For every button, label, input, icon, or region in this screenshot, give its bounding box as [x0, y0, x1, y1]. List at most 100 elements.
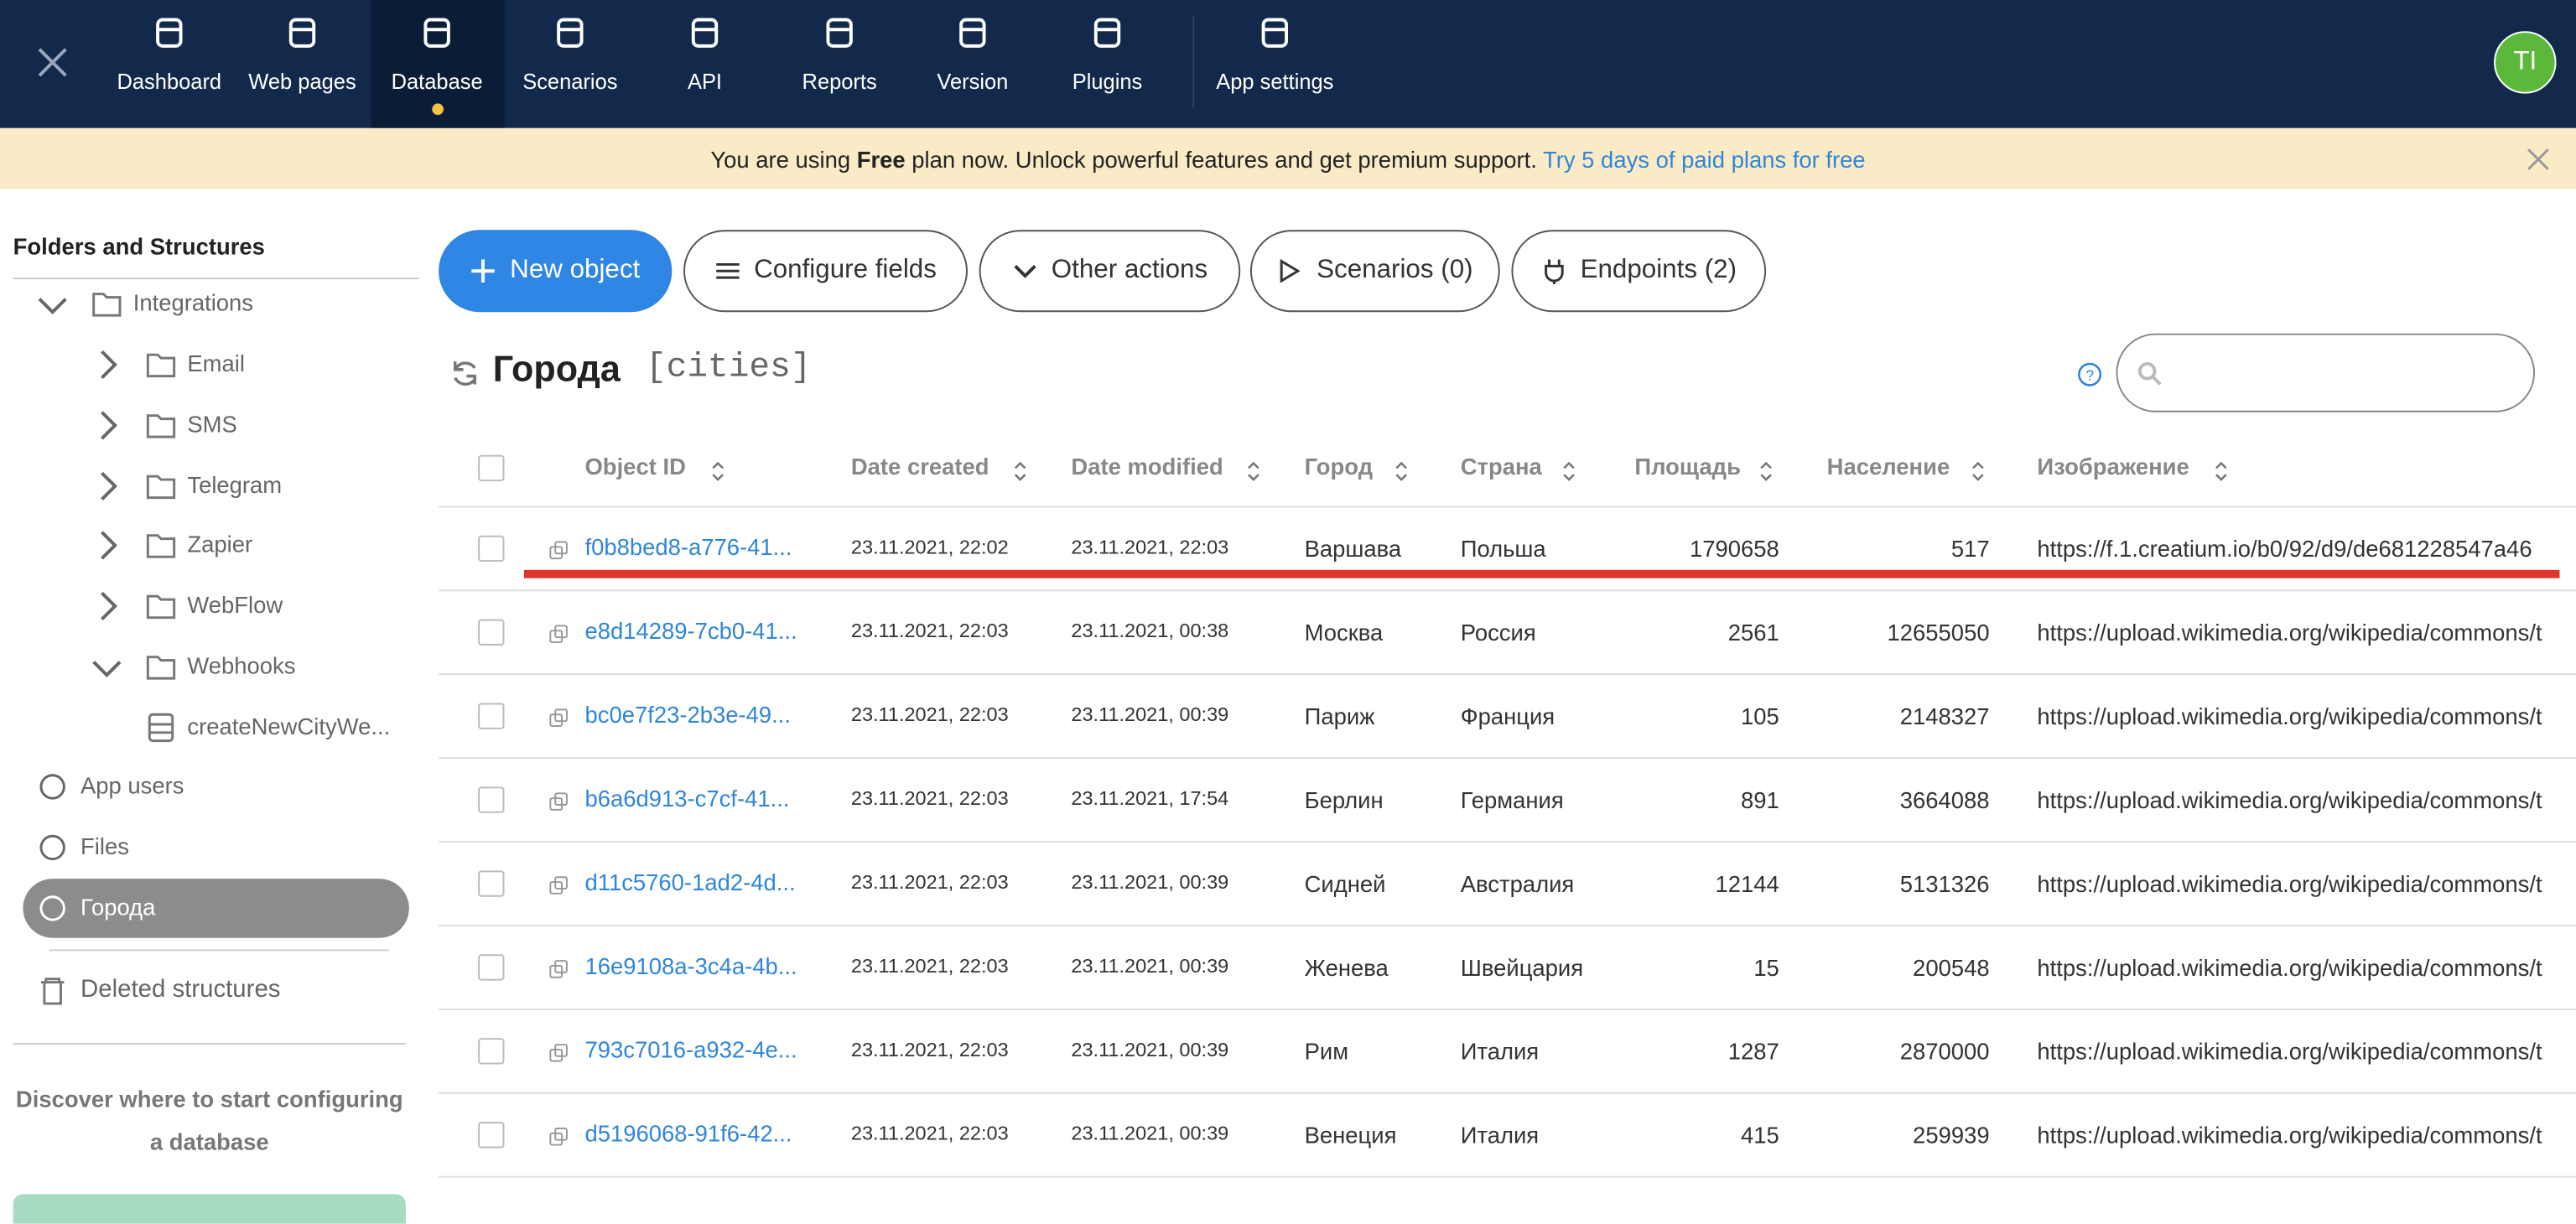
column-header[interactable]: Object ID: [584, 453, 686, 480]
structure-key: [cities]: [645, 350, 812, 388]
area: 15: [1753, 954, 1779, 981]
folder-icon: [144, 469, 177, 502]
column-header[interactable]: Date created: [850, 453, 989, 480]
column-header[interactable]: Изображение: [2037, 453, 2189, 480]
sort-icon-svg: [1563, 461, 1575, 481]
nav-separator: [1192, 16, 1195, 109]
checkbox[interactable]: [478, 454, 505, 482]
tree-item[interactable]: Integrations: [132, 288, 254, 316]
column-header[interactable]: Страна: [1460, 453, 1542, 480]
column-header[interactable]: Город: [1304, 453, 1374, 480]
chevron: [36, 291, 69, 317]
area: 891: [1741, 786, 1779, 813]
image-url: https://upload.wikimedia.org/wikipedia/c…: [2037, 703, 2542, 729]
city: Рим: [1304, 1038, 1349, 1065]
object-id[interactable]: f0b8bed8-a776-41...: [584, 533, 792, 561]
row-line: [439, 841, 2576, 843]
sidebar-link[interactable]: App users: [80, 771, 184, 799]
folder-icon: [144, 348, 177, 381]
tree-item[interactable]: Email: [187, 350, 245, 376]
tree-item[interactable]: SMS: [187, 410, 237, 438]
object-id[interactable]: e8d14289-7cb0-41...: [584, 617, 797, 645]
date-created: 23.11.2021, 22:03: [850, 870, 1009, 894]
population: 200548: [1913, 954, 1990, 981]
avatar[interactable]: TI: [2494, 31, 2557, 94]
nav-item[interactable]: Scenarios: [522, 69, 618, 94]
refresh-icon-svg: [453, 361, 476, 386]
toolbar-button[interactable]: Configure fields: [683, 230, 968, 313]
button-label: New object: [510, 256, 641, 284]
column-header[interactable]: Date modified: [1071, 453, 1223, 480]
header-row-bg: [439, 427, 2576, 506]
tree-item[interactable]: WebFlow: [187, 591, 283, 618]
divider: [49, 949, 390, 952]
table-icon-svg: [148, 713, 174, 743]
toolbar-button[interactable]: New object: [439, 230, 673, 313]
checkbox[interactable]: [478, 870, 505, 897]
banner-link[interactable]: Try 5 days of paid plans for free: [1542, 146, 1866, 173]
chevron-svg: [101, 471, 117, 500]
population: 12655050: [1887, 619, 1990, 646]
country: Франция: [1460, 703, 1555, 729]
tree-item[interactable]: Telegram: [187, 471, 283, 498]
checkbox[interactable]: [478, 1038, 505, 1065]
banner: [0, 127, 2576, 189]
object-id[interactable]: b6a6d913-c7cf-41...: [584, 785, 790, 812]
banner-suffix: plan now. Unlock powerful features and g…: [911, 146, 1537, 173]
column-header[interactable]: Население: [1826, 453, 1950, 480]
button-icon: [472, 259, 496, 283]
tree-item[interactable]: Webhooks: [187, 651, 296, 679]
checkbox[interactable]: [478, 703, 505, 729]
object-id[interactable]: d5196068-91f6-42...: [584, 1120, 792, 1147]
button-label: Scenarios (0): [1317, 256, 1473, 284]
image-url: https://upload.wikimedia.org/wikipedia/c…: [2037, 619, 2542, 646]
link-icon: [548, 1125, 569, 1146]
tree-item[interactable]: Zapier: [187, 530, 253, 558]
checkbox[interactable]: [478, 1122, 505, 1149]
checkbox[interactable]: [478, 535, 505, 563]
nav-item[interactable]: Plugins: [1072, 69, 1143, 94]
checkbox[interactable]: [478, 954, 505, 981]
checkbox[interactable]: [478, 786, 505, 813]
city: Сидней: [1304, 870, 1386, 897]
sidebar-heading: Folders and Structures: [13, 233, 265, 260]
search-box[interactable]: [2116, 333, 2536, 412]
checkbox[interactable]: [478, 619, 505, 646]
nav-item[interactable]: Dashboard: [117, 69, 222, 94]
nav-item[interactable]: Reports: [802, 69, 877, 94]
object-id[interactable]: 16e9108a-3c4a-4b...: [584, 952, 797, 979]
toolbar-button[interactable]: Endpoints (2): [1511, 230, 1767, 313]
nav-item[interactable]: API: [687, 69, 723, 94]
area: 12144: [1715, 870, 1779, 897]
chevron: [97, 529, 120, 562]
column-header[interactable]: Площадь: [1634, 453, 1741, 480]
tree-item[interactable]: createNewCityWe...: [187, 713, 391, 739]
nav-item[interactable]: Version: [937, 69, 1009, 94]
green-button[interactable]: [13, 1194, 406, 1224]
nav-icon: [823, 17, 856, 49]
sort-icon: [711, 460, 724, 481]
image-url: https://upload.wikimedia.org/wikipedia/c…: [2037, 1038, 2542, 1065]
nav-item[interactable]: App settings: [1216, 69, 1334, 94]
object-id[interactable]: 793c7016-a932-4e...: [584, 1036, 797, 1063]
trash-icon: [38, 976, 67, 1005]
sidebar-link[interactable]: Files: [80, 832, 129, 859]
date-created: 23.11.2021, 22:03: [850, 954, 1009, 978]
folder-icon: [144, 589, 177, 622]
toolbar-button[interactable]: Scenarios (0): [1249, 230, 1500, 313]
image-url: https://upload.wikimedia.org/wikipedia/c…: [2037, 786, 2542, 813]
link-icon-svg: [549, 960, 568, 978]
banner-close: [2525, 146, 2551, 172]
deleted-link[interactable]: Deleted structures: [80, 975, 281, 1004]
divider: [13, 277, 419, 280]
nav-item[interactable]: Database: [391, 69, 483, 94]
sidebar-link[interactable]: Города: [80, 893, 156, 921]
object-id[interactable]: d11c5760-1ad2-4d...: [584, 869, 796, 895]
toolbar-button[interactable]: Other actions: [979, 230, 1241, 313]
sort-icon: [2215, 460, 2228, 481]
link-icon-svg: [549, 625, 568, 644]
sort-icon-svg: [1760, 461, 1772, 481]
object-id[interactable]: bc0e7f23-2b3e-49...: [584, 701, 792, 728]
nav-item[interactable]: Web pages: [248, 69, 356, 94]
nav-icon-svg: [557, 18, 584, 48]
